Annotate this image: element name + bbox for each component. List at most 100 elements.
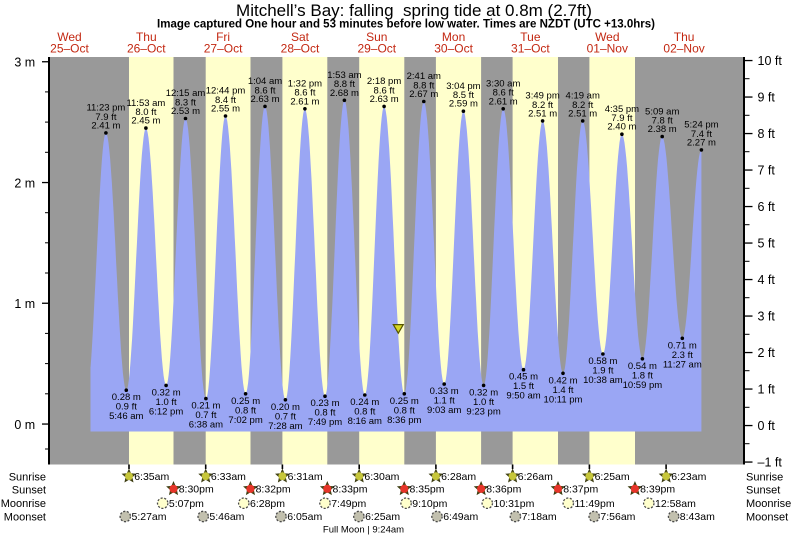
svg-text:8:35pm: 8:35pm	[410, 483, 445, 495]
svg-text:0.8 ft: 0.8 ft	[394, 405, 415, 416]
svg-text:Sunset: Sunset	[12, 485, 46, 497]
svg-text:8.8 ft: 8.8 ft	[334, 79, 355, 90]
svg-text:0.33 m: 0.33 m	[430, 386, 459, 397]
svg-text:8.8 ft: 8.8 ft	[413, 80, 434, 91]
svg-text:2.59 m: 2.59 m	[449, 99, 478, 110]
svg-text:0.25 m: 0.25 m	[231, 396, 260, 407]
svg-text:–1 ft: –1 ft	[758, 456, 783, 470]
svg-text:12:58am: 12:58am	[655, 498, 696, 510]
svg-text:27–Oct: 27–Oct	[204, 42, 243, 56]
svg-text:31–Oct: 31–Oct	[511, 42, 550, 56]
svg-text:8.6 ft: 8.6 ft	[374, 85, 395, 96]
svg-text:Sunrise: Sunrise	[9, 471, 46, 483]
svg-text:8:32pm: 8:32pm	[256, 483, 291, 495]
svg-text:0.25 m: 0.25 m	[390, 396, 419, 407]
svg-text:2.63 m: 2.63 m	[370, 94, 399, 105]
svg-text:1:32 pm: 1:32 pm	[288, 79, 322, 90]
svg-text:2.55 m: 2.55 m	[211, 104, 240, 115]
svg-text:2.53 m: 2.53 m	[171, 106, 200, 117]
svg-text:7 ft: 7 ft	[758, 164, 776, 178]
svg-text:Sunset: Sunset	[746, 485, 780, 497]
svg-text:10 ft: 10 ft	[758, 54, 783, 68]
svg-text:7:49 pm: 7:49 pm	[308, 417, 342, 428]
svg-text:2.40 m: 2.40 m	[607, 122, 636, 133]
svg-text:9:10pm: 9:10pm	[412, 498, 447, 510]
svg-text:10:59 pm: 10:59 pm	[623, 380, 663, 391]
svg-text:5:27am: 5:27am	[132, 511, 167, 523]
svg-text:7.8 ft: 7.8 ft	[652, 116, 673, 127]
svg-text:8:37pm: 8:37pm	[563, 483, 598, 495]
svg-text:0.28 m: 0.28 m	[112, 392, 141, 403]
svg-text:8.4 ft: 8.4 ft	[215, 95, 236, 106]
svg-text:11:23 pm: 11:23 pm	[86, 103, 125, 114]
svg-text:2.27 m: 2.27 m	[687, 137, 716, 148]
svg-text:6:28am: 6:28am	[441, 471, 476, 483]
svg-text:2.51 m: 2.51 m	[568, 108, 597, 119]
svg-text:0.58 m: 0.58 m	[588, 356, 617, 367]
svg-text:2.67 m: 2.67 m	[409, 89, 438, 100]
svg-text:7.4 ft: 7.4 ft	[691, 129, 712, 140]
svg-text:1.1 ft: 1.1 ft	[434, 396, 455, 407]
svg-text:7.9 ft: 7.9 ft	[95, 112, 116, 123]
svg-text:0.21 m: 0.21 m	[191, 401, 220, 412]
svg-text:8:36pm: 8:36pm	[486, 483, 521, 495]
svg-text:10:11 pm: 10:11 pm	[544, 394, 583, 405]
svg-text:3 m: 3 m	[14, 56, 35, 70]
svg-text:6:33am: 6:33am	[211, 471, 246, 483]
svg-text:Fri: Fri	[216, 30, 230, 44]
svg-text:5 ft: 5 ft	[758, 237, 776, 251]
svg-text:2.3 ft: 2.3 ft	[672, 350, 693, 361]
svg-text:2.38 m: 2.38 m	[648, 124, 677, 135]
svg-text:4:19 am: 4:19 am	[566, 91, 600, 102]
svg-text:6:30am: 6:30am	[364, 471, 399, 483]
svg-text:0.8 ft: 0.8 ft	[354, 407, 375, 418]
svg-text:30–Oct: 30–Oct	[434, 42, 473, 56]
svg-text:10:38 am: 10:38 am	[583, 375, 623, 386]
svg-text:6 ft: 6 ft	[758, 200, 776, 214]
svg-text:1 ft: 1 ft	[758, 383, 776, 397]
svg-text:25–Oct: 25–Oct	[50, 42, 89, 56]
svg-text:5:24 pm: 5:24 pm	[684, 120, 718, 131]
svg-text:7:02 pm: 7:02 pm	[228, 415, 262, 426]
svg-text:0.32 m: 0.32 m	[152, 387, 181, 398]
svg-text:6:35am: 6:35am	[134, 471, 169, 483]
svg-text:2.68 m: 2.68 m	[330, 88, 359, 99]
svg-text:Moonset: Moonset	[746, 511, 788, 523]
svg-text:3:04 pm: 3:04 pm	[446, 81, 480, 92]
svg-text:7.9 ft: 7.9 ft	[611, 113, 632, 124]
svg-text:Sat: Sat	[291, 30, 310, 44]
svg-text:2.41 m: 2.41 m	[91, 120, 120, 131]
svg-text:9 ft: 9 ft	[758, 91, 776, 105]
svg-text:3 ft: 3 ft	[758, 310, 776, 324]
svg-text:9:23 pm: 9:23 pm	[466, 406, 500, 417]
svg-text:0.32 m: 0.32 m	[469, 387, 498, 398]
svg-text:0.9 ft: 0.9 ft	[116, 402, 137, 413]
svg-text:0.8 ft: 0.8 ft	[314, 408, 335, 419]
svg-text:12:15 am: 12:15 am	[166, 88, 206, 99]
svg-text:Wed: Wed	[57, 30, 81, 44]
svg-text:Mitchell’s Bay: falling sprin: Mitchell’s Bay: falling spring tide at 0…	[236, 1, 592, 20]
svg-text:0.23 m: 0.23 m	[310, 398, 339, 409]
svg-text:0.42 m: 0.42 m	[548, 375, 577, 386]
svg-text:6:23am: 6:23am	[671, 471, 706, 483]
svg-text:7:28 am: 7:28 am	[268, 421, 302, 432]
svg-text:Sun: Sun	[366, 30, 387, 44]
svg-text:8:43am: 8:43am	[680, 511, 715, 523]
svg-text:Wed: Wed	[595, 30, 619, 44]
svg-text:8 ft: 8 ft	[758, 127, 776, 141]
svg-text:6:12 pm: 6:12 pm	[149, 406, 183, 417]
svg-text:Tue: Tue	[520, 30, 541, 44]
svg-text:0 m: 0 m	[14, 418, 35, 432]
svg-text:5:09 am: 5:09 am	[645, 106, 679, 117]
svg-text:8.6 ft: 8.6 ft	[254, 85, 275, 96]
svg-text:5:46am: 5:46am	[209, 511, 244, 523]
svg-text:02–Nov: 02–Nov	[663, 42, 704, 56]
svg-text:1:53 am: 1:53 am	[327, 70, 361, 81]
svg-text:26–Oct: 26–Oct	[127, 42, 166, 56]
svg-text:1 m: 1 m	[14, 297, 35, 311]
svg-text:6:26am: 6:26am	[518, 471, 553, 483]
svg-text:11:53 am: 11:53 am	[126, 98, 165, 109]
svg-text:Image captured One hour and 53: Image captured One hour and 53 minutes b…	[157, 19, 655, 31]
svg-text:0.54 m: 0.54 m	[628, 361, 657, 372]
svg-text:28–Oct: 28–Oct	[281, 42, 320, 56]
